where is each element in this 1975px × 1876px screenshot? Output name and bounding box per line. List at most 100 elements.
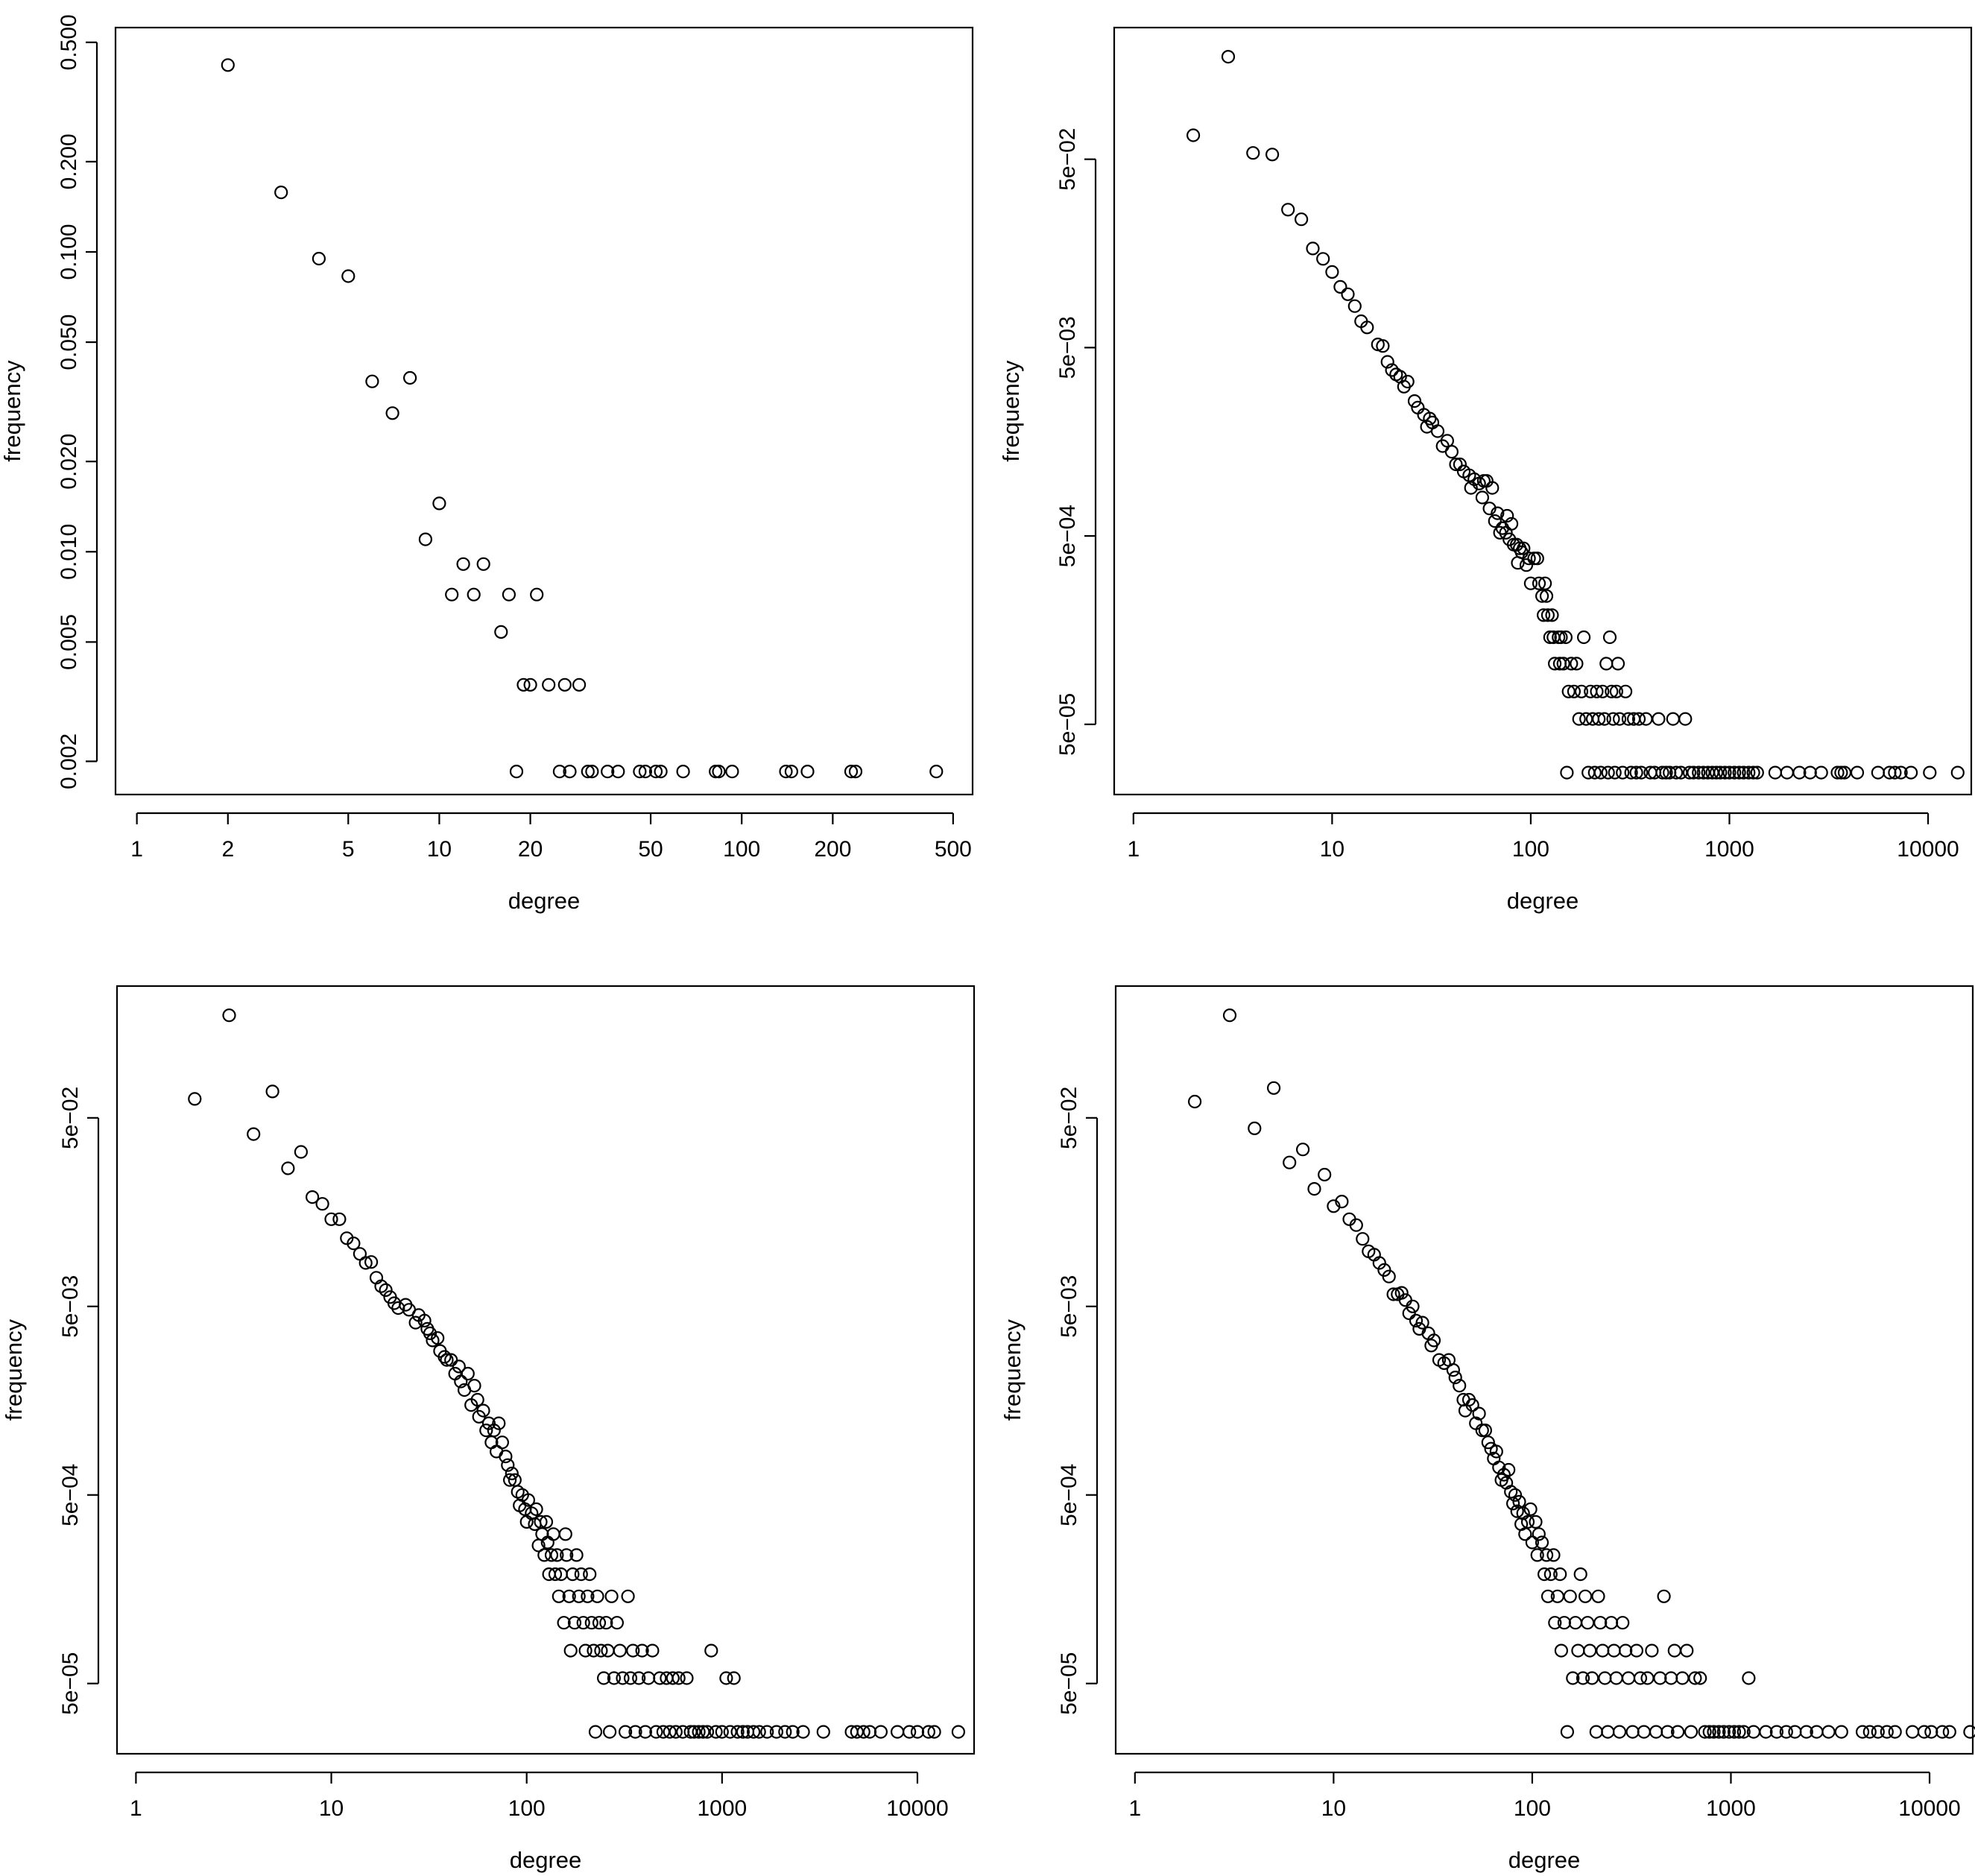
- data-point: [727, 1671, 741, 1685]
- data-point: [903, 1725, 917, 1739]
- data-point: [379, 1283, 393, 1298]
- data-point: [188, 1092, 202, 1106]
- data-point: [1488, 514, 1502, 528]
- data-point: [1821, 1725, 1836, 1739]
- data-point: [1564, 657, 1579, 671]
- data-point: [1540, 1548, 1554, 1562]
- data-point: [1532, 576, 1546, 590]
- data-point: [1553, 1567, 1567, 1582]
- data-point: [1554, 630, 1568, 645]
- y-axis-title: frequency: [999, 1318, 1026, 1421]
- data-point: [437, 1350, 452, 1364]
- data-point: [1888, 1725, 1902, 1739]
- data-point: [1505, 1497, 1520, 1511]
- data-point: [1657, 1589, 1671, 1603]
- data-point: [1750, 765, 1764, 780]
- data-point: [1597, 712, 1611, 726]
- x-tick-label: 10: [1320, 837, 1344, 862]
- data-point: [1602, 630, 1617, 645]
- data-point: [470, 1392, 484, 1407]
- data-point: [1924, 1725, 1938, 1739]
- data-point: [1585, 1671, 1599, 1685]
- data-point: [1402, 1306, 1416, 1321]
- data-point: [736, 1725, 750, 1739]
- data-point: [1281, 203, 1295, 217]
- y-tick-label: 5e−02: [58, 1087, 83, 1149]
- data-point: [560, 1548, 574, 1562]
- data-point: [1713, 765, 1728, 780]
- data-point: [492, 1416, 506, 1430]
- data-point: [1780, 765, 1794, 780]
- data-point: [676, 764, 690, 779]
- y-axis-title: frequency: [998, 360, 1024, 462]
- data-point: [1306, 241, 1320, 256]
- data-point: [638, 764, 653, 779]
- y-tick-label: 5e−04: [1055, 505, 1080, 567]
- data-point: [1349, 1218, 1363, 1232]
- data-point: [1737, 765, 1751, 780]
- data-point: [1612, 1725, 1627, 1739]
- data-point: [663, 1725, 677, 1739]
- data-point: [1906, 1725, 1920, 1739]
- data-point: [358, 1256, 373, 1270]
- data-point: [516, 678, 531, 692]
- data-point: [1728, 765, 1742, 780]
- data-point: [1570, 657, 1584, 671]
- data-point: [1598, 1671, 1612, 1685]
- x-tick-label: 5: [342, 837, 355, 862]
- data-point: [1221, 49, 1236, 64]
- data-point: [530, 587, 544, 601]
- data-point: [654, 764, 668, 779]
- data-point: [1518, 1527, 1532, 1541]
- data-point: [494, 625, 508, 639]
- data-point: [1380, 355, 1394, 369]
- data-point: [1942, 1725, 1956, 1739]
- data-point: [1558, 630, 1573, 645]
- data-point: [1692, 765, 1706, 780]
- data-point: [341, 269, 356, 283]
- data-point: [1596, 684, 1610, 698]
- data-point: [599, 1616, 613, 1630]
- data-point: [1561, 684, 1576, 698]
- panel-bottom-right: 1 10 100 1000 10000 5e−05 5e−04 5e−03 5e−02 degre…: [999, 985, 1975, 1873]
- data-point: [1727, 1725, 1742, 1739]
- data-point: [1799, 1725, 1813, 1739]
- data-point: [1653, 1671, 1667, 1685]
- y-tick-label: 5e−04: [1057, 1464, 1081, 1526]
- data-point: [365, 374, 379, 388]
- x-tick-label: 1000: [697, 1796, 747, 1821]
- x-tick-label: 200: [814, 837, 851, 862]
- data-point: [1722, 765, 1737, 780]
- data-point: [796, 1725, 810, 1739]
- data-point: [1593, 765, 1608, 780]
- data-point: [1545, 608, 1559, 622]
- data-point: [1543, 630, 1557, 645]
- y-tick-label: 0.010: [57, 524, 81, 580]
- data-point: [1409, 1313, 1423, 1328]
- data-point: [1645, 1643, 1659, 1658]
- x-tick-label: 1: [1128, 1796, 1141, 1821]
- x-tick-label: 100: [1514, 1796, 1551, 1821]
- data-point: [581, 764, 595, 779]
- data-point: [294, 1145, 308, 1159]
- data-point: [423, 1326, 437, 1341]
- data-point: [1572, 712, 1586, 726]
- data-point: [1613, 712, 1627, 726]
- data-point: [1500, 508, 1514, 523]
- data-point: [1576, 1671, 1590, 1685]
- data-point: [1707, 1725, 1721, 1739]
- data-point: [1186, 128, 1201, 142]
- data-point: [1687, 765, 1701, 780]
- data-point: [1625, 1725, 1640, 1739]
- data-point: [1535, 1535, 1549, 1550]
- data-point: [784, 764, 799, 779]
- data-point: [752, 1725, 766, 1739]
- data-point: [563, 764, 577, 779]
- data-point: [715, 1725, 729, 1739]
- data-point: [535, 1527, 549, 1541]
- data-point: [1497, 1468, 1511, 1482]
- x-tick-label: 10000: [886, 1796, 948, 1821]
- x-tick-label: 1000: [1706, 1796, 1756, 1821]
- data-point: [306, 1190, 320, 1204]
- data-point: [1601, 1725, 1615, 1739]
